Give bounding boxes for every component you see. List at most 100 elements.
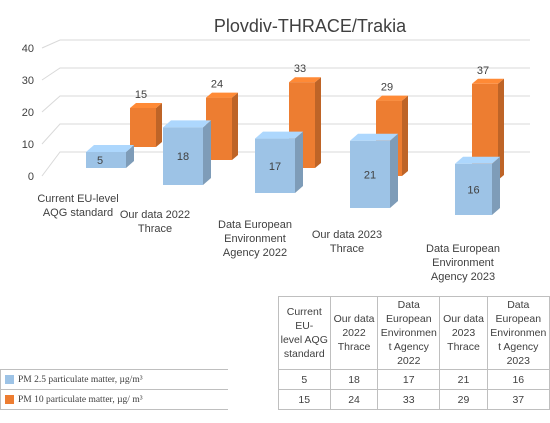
bar-front [350, 140, 390, 208]
bar-top [130, 103, 162, 108]
gridline [41, 67, 530, 81]
bar-side [402, 95, 408, 176]
chart-title: Plovdiv-THRACE/Trakia [214, 16, 407, 36]
data-table-cell: 29 [439, 389, 488, 410]
gridline [41, 123, 530, 145]
category-label-line: Data European [426, 243, 500, 255]
bar-top [472, 78, 504, 84]
bar-top [86, 145, 134, 152]
data-table-header: Our data 2022 Thrace [329, 296, 379, 370]
data-table: Current EU-level AQG standard Our data 2022… [226, 296, 550, 410]
category-label-line: Agency 2022 [223, 247, 287, 259]
bar-side [295, 131, 303, 193]
data-label: 15 [135, 89, 147, 101]
y-axis: 0 10 20 30 40 [22, 43, 34, 183]
y-tick-label: 30 [22, 75, 34, 87]
category-label-line: Our data 2023 [312, 229, 382, 241]
data-table-header: Our data 2023 Thrace [439, 296, 488, 370]
bar-pm25 [163, 120, 211, 185]
bar-front [86, 152, 126, 168]
data-table-header: Data European Environmen t Agency 2023 [486, 296, 550, 370]
bar-top [455, 156, 500, 164]
bar-front [163, 127, 203, 185]
category-label: Our data 2023 Thrace [312, 229, 382, 255]
category-label-line: AQG standard [43, 207, 113, 219]
data-label: 21 [364, 169, 376, 181]
legend-item: PM 10 particulate matter, µg/ m³ [0, 389, 228, 410]
data-table-legend-cell [226, 390, 278, 410]
bar-pm25 [455, 156, 500, 215]
bar-top [163, 120, 211, 128]
data-table-cell: 37 [486, 389, 550, 410]
y-tick-label: 40 [22, 43, 34, 55]
y-tick-label: 10 [22, 139, 34, 151]
category-label: Our data 2022 Thrace [120, 209, 190, 235]
bar-side [126, 145, 134, 168]
bar-pm10 [130, 103, 162, 147]
category-label-line: Thrace [138, 223, 172, 235]
data-table-header: Data European Environmen t Agency 2022 [377, 296, 441, 370]
data-table-corner [226, 297, 278, 370]
category-labels: Current EU-level AQG standard Our data 202… [37, 193, 500, 283]
bar-side [315, 77, 321, 168]
data-label: 33 [294, 63, 306, 75]
y-tick-label: 0 [28, 171, 34, 183]
category-label-line: Our data 2022 [120, 209, 190, 221]
bar-front [455, 163, 492, 215]
bar-side [203, 120, 211, 185]
legend-item: PM 2.5 particulate matter, µg/m³ [0, 369, 228, 390]
category-label-line: Agency 2023 [431, 271, 495, 283]
category-label-line: Current EU-level [37, 193, 118, 205]
gridline [41, 39, 530, 49]
category-label: Data European Environment Agency 2023 [426, 243, 500, 283]
bar-pm25 [255, 131, 303, 193]
bar-pm10 [206, 92, 238, 160]
data-table-cell: 15 [277, 389, 331, 410]
data-label: 24 [211, 79, 223, 91]
category-label-line: Thrace [330, 243, 364, 255]
data-table-cell: 16 [486, 369, 550, 390]
legend-label: PM 2.5 particulate matter, µg/m³ [18, 374, 143, 385]
data-table-cell: 24 [329, 389, 379, 410]
data-table-cell: 33 [377, 389, 441, 410]
data-table-legend-cell [226, 370, 278, 390]
gridline [41, 95, 530, 113]
data-label: 5 [97, 155, 103, 167]
data-table-cell: 21 [439, 369, 488, 390]
data-table-row-pm10: 15 24 33 29 37 [226, 389, 550, 410]
bar-front [130, 108, 156, 147]
bar-top [350, 133, 398, 141]
legend-label: PM 10 particulate matter, µg/ m³ [18, 394, 143, 405]
data-label: 37 [477, 65, 489, 77]
bars: 15 24 33 29 37 5 18 17 21 16 [86, 63, 504, 215]
legend-swatch [5, 375, 14, 384]
y-tick-label: 20 [22, 107, 34, 119]
data-table-cell: 18 [329, 369, 379, 390]
bar-side [390, 133, 398, 208]
bar-top [206, 92, 238, 98]
bar-pm25 [350, 133, 398, 208]
data-table-row-pm25: 5 18 17 21 16 [226, 369, 550, 390]
bar-top [255, 131, 303, 139]
bar-pm25 [86, 145, 134, 168]
data-table-header-row: Current EU-level AQG standard Our data 2022… [226, 296, 550, 370]
bar-side [156, 103, 162, 147]
data-label: 18 [177, 151, 189, 163]
category-label: Data European Environment Agency 2022 [218, 219, 292, 259]
bar-side [232, 92, 238, 160]
category-label-line: Data European [218, 219, 292, 231]
data-table-header: Current EU-level AQG standard [277, 296, 331, 370]
data-label: 16 [467, 184, 479, 196]
data-label: 17 [269, 161, 281, 173]
category-label: Current EU-level AQG standard [37, 193, 118, 219]
category-label-line: Environment [432, 257, 494, 269]
category-label-line: Environment [224, 233, 286, 245]
bar-side [492, 156, 500, 215]
bar-top [376, 95, 408, 101]
bar-top [289, 77, 321, 83]
data-table-cell: 17 [377, 369, 441, 390]
bar-front [255, 138, 295, 193]
data-label: 29 [381, 82, 393, 94]
legend-swatch [5, 395, 14, 404]
